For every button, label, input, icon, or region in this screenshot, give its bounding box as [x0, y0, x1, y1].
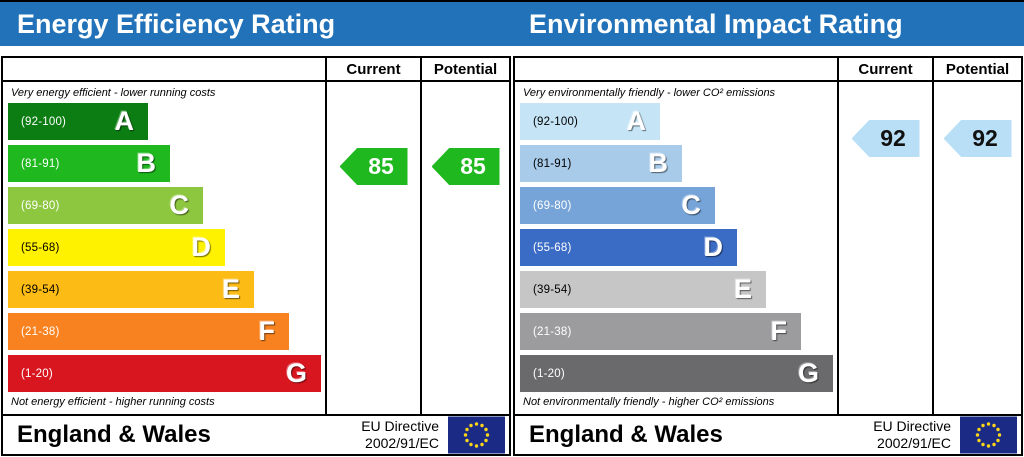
- eu-directive-line1: EU Directive: [873, 418, 951, 434]
- current-rating-arrow: 85: [339, 148, 408, 185]
- energy-current-cell: 85: [325, 82, 420, 414]
- band-range: (39-54): [533, 283, 572, 296]
- band-letter: C: [681, 189, 702, 220]
- band-b: (81-91) B: [8, 145, 170, 182]
- eu-flag-icon: [960, 416, 1017, 454]
- environmental-current-cell: 92: [837, 82, 932, 414]
- potential-rating-arrow: 92: [943, 120, 1012, 157]
- top-note: Very energy efficient - lower running co…: [11, 87, 216, 99]
- band-g: (1-20) G: [520, 355, 833, 392]
- band-range: (69-80): [533, 199, 572, 212]
- band-letter: A: [626, 105, 647, 136]
- top-border: [0, 0, 1024, 2]
- bottom-note: Not energy efficient - higher running co…: [11, 396, 215, 408]
- band-range: (92-100): [533, 115, 579, 128]
- potential-column-header: Potential: [932, 58, 1021, 82]
- eu-directive-label: EU Directive 2002/91/EC: [361, 418, 439, 452]
- band-letter: G: [285, 357, 307, 388]
- environmental-rating-title: Environmental Impact Rating: [529, 9, 903, 39]
- band-c: (69-80) C: [8, 187, 203, 224]
- band-letter: B: [648, 147, 669, 178]
- band-letter: B: [136, 147, 157, 178]
- band-range: (81-91): [21, 157, 60, 170]
- region-label: England & Wales: [529, 421, 723, 448]
- band-range: (81-91): [533, 157, 572, 170]
- band-letter: F: [258, 315, 276, 346]
- band-e: (39-54) E: [8, 271, 254, 308]
- band-e: (39-54) E: [520, 271, 766, 308]
- title-bar: Energy Efficiency Rating Environmental I…: [0, 2, 1024, 46]
- band-a: (92-100) A: [8, 103, 148, 140]
- current-rating-arrow: 92: [851, 120, 920, 157]
- energy-potential-cell: 85: [420, 82, 509, 414]
- band-range: (55-68): [533, 241, 572, 254]
- environmental-potential-cell: 92: [932, 82, 1021, 414]
- band-letter: A: [114, 105, 135, 136]
- band-d: (55-68) D: [520, 229, 737, 266]
- potential-column-header: Potential: [420, 58, 509, 82]
- band-range: (21-38): [21, 325, 60, 338]
- environmental-table: Current Potential Very environmentally f…: [513, 56, 1023, 456]
- band-f: (21-38) F: [8, 313, 289, 350]
- energy-efficiency-panel: Current Potential Very energy efficient …: [1, 56, 511, 456]
- band-letter: E: [733, 273, 752, 304]
- bottom-note: Not environmentally friendly - higher CO…: [523, 396, 775, 408]
- environmental-band-chart: Very environmentally friendly - lower CO…: [515, 82, 837, 414]
- band-range: (21-38): [533, 325, 572, 338]
- band-f: (21-38) F: [520, 313, 801, 350]
- current-column-header: Current: [325, 58, 420, 82]
- band-letter: E: [221, 273, 240, 304]
- eu-flag-icon: [448, 416, 505, 454]
- band-c: (69-80) C: [520, 187, 715, 224]
- band-letter: D: [191, 231, 212, 262]
- band-letter: D: [703, 231, 724, 262]
- header-spacer: [515, 58, 837, 82]
- band-range: (1-20): [21, 367, 53, 380]
- energy-footer: England & Wales EU Directive 2002/91/EC: [3, 414, 509, 454]
- band-b: (81-91) B: [520, 145, 682, 182]
- current-column-header: Current: [837, 58, 932, 82]
- rating-bands: (92-100) A (81-91) B (69-80) C (55-68) D (39-54)…: [520, 103, 837, 392]
- eu-directive-line2: 2002/91/EC: [877, 435, 951, 451]
- energy-rating-title: Energy Efficiency Rating: [17, 9, 336, 39]
- eu-directive-line1: EU Directive: [361, 418, 439, 434]
- band-letter: G: [797, 357, 819, 388]
- band-letter: C: [169, 189, 190, 220]
- potential-rating-arrow: 85: [431, 148, 500, 185]
- energy-band-chart: Very energy efficient - lower running co…: [3, 82, 325, 414]
- top-note: Very environmentally friendly - lower CO…: [523, 87, 776, 99]
- band-g: (1-20) G: [8, 355, 321, 392]
- energy-table: Current Potential Very energy efficient …: [1, 56, 511, 456]
- eu-directive-label: EU Directive 2002/91/EC: [873, 418, 951, 452]
- environmental-impact-panel: Current Potential Very environmentally f…: [512, 0, 1024, 457]
- band-range: (92-100): [21, 115, 67, 128]
- band-d: (55-68) D: [8, 229, 225, 266]
- band-range: (55-68): [21, 241, 60, 254]
- band-range: (39-54): [21, 283, 60, 296]
- band-range: (1-20): [533, 367, 565, 380]
- header-spacer: [3, 58, 325, 82]
- region-label: England & Wales: [17, 421, 211, 448]
- rating-bands: (92-100) A (81-91) B (69-80) C (55-68) D (39-54)…: [8, 103, 325, 392]
- band-range: (69-80): [21, 199, 60, 212]
- band-letter: F: [770, 315, 788, 346]
- environmental-footer: England & Wales EU Directive 2002/91/EC: [515, 414, 1021, 454]
- eu-directive-line2: 2002/91/EC: [365, 435, 439, 451]
- band-a: (92-100) A: [520, 103, 660, 140]
